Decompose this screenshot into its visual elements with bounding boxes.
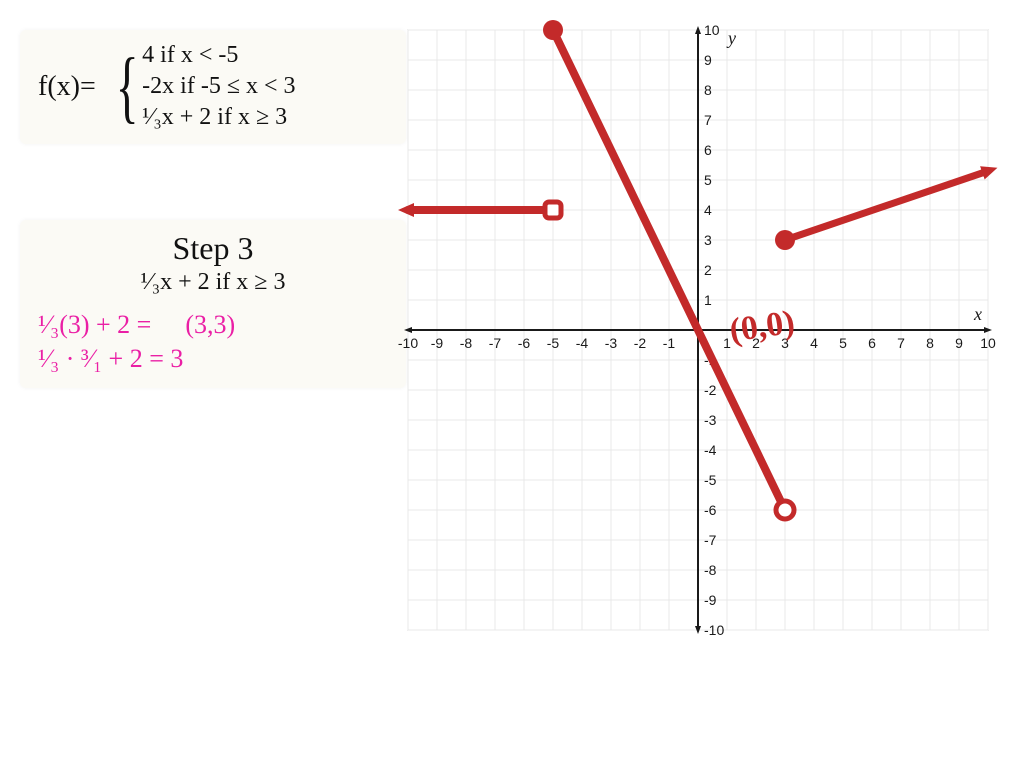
svg-text:-6: -6 [704, 502, 717, 518]
svg-text:-6: -6 [518, 335, 531, 351]
svg-text:-10: -10 [398, 335, 418, 351]
svg-text:4: 4 [704, 202, 712, 218]
svg-text:-8: -8 [704, 562, 717, 578]
svg-text:y: y [726, 28, 736, 48]
svg-text:2: 2 [704, 262, 712, 278]
equation-pieces: 4 if x < -5 -2x if -5 ≤ x < 3 ¹⁄₃x + 2 i… [142, 40, 295, 134]
svg-text:8: 8 [926, 335, 934, 351]
svg-text:-4: -4 [576, 335, 589, 351]
svg-text:-4: -4 [704, 442, 717, 458]
equation-piece-3: ¹⁄₃x + 2 if x ≥ 3 [142, 102, 295, 133]
equation-piece-1: 4 if x < -5 [142, 40, 295, 71]
svg-text:-5: -5 [547, 335, 560, 351]
svg-text:3: 3 [704, 232, 712, 248]
svg-text:-10: -10 [704, 622, 724, 638]
svg-text:9: 9 [704, 52, 712, 68]
work-point: (3,3) [185, 310, 235, 340]
step-box: Step 3 ¹⁄₃x + 2 if x ≥ 3 ¹⁄₃(3) + 2 = (3… [20, 220, 406, 388]
svg-text:-3: -3 [605, 335, 618, 351]
work-line-1: ¹⁄₃(3) + 2 = [38, 310, 151, 340]
equation-box: f(x)= { 4 if x < -5 -2x if -5 ≤ x < 3 ¹⁄… [20, 30, 406, 144]
svg-text:8: 8 [704, 82, 712, 98]
svg-text:-8: -8 [460, 335, 473, 351]
equation-lhs: f(x)= [38, 71, 96, 103]
svg-text:-2: -2 [704, 382, 717, 398]
svg-text:-7: -7 [489, 335, 502, 351]
equation-piece-2: -2x if -5 ≤ x < 3 [142, 71, 295, 102]
svg-text:10: 10 [704, 22, 720, 38]
svg-text:-7: -7 [704, 532, 717, 548]
svg-text:5: 5 [839, 335, 847, 351]
svg-text:-9: -9 [704, 592, 717, 608]
svg-text:5: 5 [704, 172, 712, 188]
graph-svg: 10987654321-1-2-3-4-5-6-7-8-9-10-10-9-8-… [398, 20, 998, 640]
work-line-2: ¹⁄₃ · ³⁄₁ + 2 = 3 [38, 344, 388, 374]
svg-text:1: 1 [704, 292, 712, 308]
svg-text:6: 6 [868, 335, 876, 351]
svg-text:x: x [973, 304, 982, 324]
svg-text:9: 9 [955, 335, 963, 351]
svg-text:-3: -3 [704, 412, 717, 428]
svg-text:-2: -2 [634, 335, 647, 351]
svg-text:-5: -5 [704, 472, 717, 488]
svg-text:6: 6 [704, 142, 712, 158]
svg-text:-9: -9 [431, 335, 444, 351]
svg-text:7: 7 [704, 112, 712, 128]
svg-text:-1: -1 [663, 335, 676, 351]
graph: 10987654321-1-2-3-4-5-6-7-8-9-10-10-9-8-… [398, 20, 998, 640]
step-subtitle: ¹⁄₃x + 2 if x ≥ 3 [38, 269, 388, 296]
svg-text:10: 10 [980, 335, 996, 351]
svg-text:4: 4 [810, 335, 818, 351]
svg-text:7: 7 [897, 335, 905, 351]
step-title: Step 3 [38, 230, 388, 267]
brace-symbol: { [115, 47, 138, 127]
